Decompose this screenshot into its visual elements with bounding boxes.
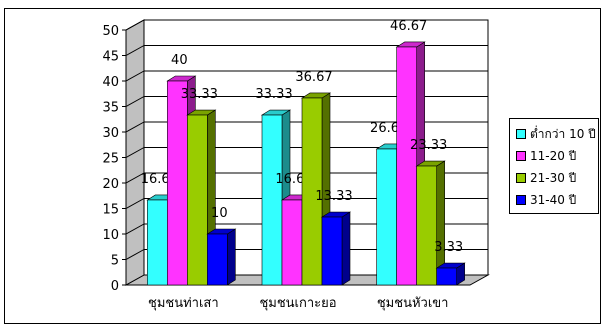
legend: ต่ำกว่า 10 ปี 11-20 ปี 21-30 ปี 31-40 ปี xyxy=(509,118,599,214)
data-label: 40 xyxy=(171,53,188,68)
bar-side xyxy=(227,228,236,286)
y-tick-label: 20 xyxy=(102,177,119,192)
legend-item: 11-20 ปี xyxy=(516,145,598,167)
legend-label: ต่ำกว่า 10 ปี xyxy=(530,126,596,141)
y-tick-label: 35 xyxy=(102,101,119,116)
data-label: 33.33 xyxy=(181,87,218,102)
bar xyxy=(281,199,303,286)
y-tick-label: 10 xyxy=(102,228,119,243)
gridline-diagonal xyxy=(125,172,145,184)
legend-label: 31-40 ปี xyxy=(530,192,577,207)
legend-item: 31-40 ปี xyxy=(516,189,598,211)
bar xyxy=(167,80,188,286)
gridline-diagonal xyxy=(125,223,145,235)
gridline-diagonal xyxy=(125,96,145,107)
bar xyxy=(416,165,437,286)
gridline-diagonal xyxy=(125,45,145,56)
data-label: 36.67 xyxy=(295,70,332,85)
data-label: 46.67 xyxy=(390,19,427,34)
legend-swatch xyxy=(516,195,526,205)
data-label: 10 xyxy=(211,206,228,221)
bar xyxy=(321,216,343,286)
gridline-diagonal xyxy=(125,19,145,31)
gridline-diagonal xyxy=(125,147,145,158)
legend-label: 21-30 ปี xyxy=(530,170,577,185)
y-tick-label: 5 xyxy=(111,254,119,269)
y-tick-label: 40 xyxy=(102,75,119,90)
gridline-diagonal xyxy=(125,121,145,133)
data-label: 13.33 xyxy=(315,189,352,204)
y-tick-label: 30 xyxy=(102,126,119,141)
legend-item: ต่ำกว่า 10 ปี xyxy=(516,123,598,145)
y-tick-label: 0 xyxy=(111,279,119,294)
data-label: 3.33 xyxy=(434,240,463,255)
bar xyxy=(376,148,397,286)
gridline-diagonal xyxy=(125,198,145,209)
y-tick-label: 15 xyxy=(102,203,119,218)
x-tick-label: ชุมชนหัวเขา xyxy=(377,296,449,311)
y-tick-label: 25 xyxy=(102,152,119,167)
y-tick-label: 50 xyxy=(102,24,119,39)
bar xyxy=(147,199,168,286)
x-tick-label: ชุมชนท่าเสา xyxy=(148,296,219,311)
bar xyxy=(301,97,323,286)
legend-swatch xyxy=(516,151,526,161)
bar-side xyxy=(341,211,351,286)
x-tick-label: ชุมชนเกาะยอ xyxy=(259,296,336,311)
gridline-diagonal xyxy=(125,70,145,82)
gridline-diagonal xyxy=(125,249,145,260)
legend-swatch xyxy=(516,173,526,183)
bar xyxy=(436,267,457,286)
legend-swatch xyxy=(516,129,526,139)
bar xyxy=(261,114,283,286)
data-label: 33.33 xyxy=(255,87,292,102)
data-label: 23.33 xyxy=(410,138,447,153)
legend-item: 21-30 ปี xyxy=(516,167,598,189)
legend-label: 11-20 ปี xyxy=(530,148,577,163)
bar xyxy=(187,114,208,286)
bar xyxy=(207,233,228,286)
y-tick-label: 45 xyxy=(102,50,119,65)
bar xyxy=(396,46,417,286)
